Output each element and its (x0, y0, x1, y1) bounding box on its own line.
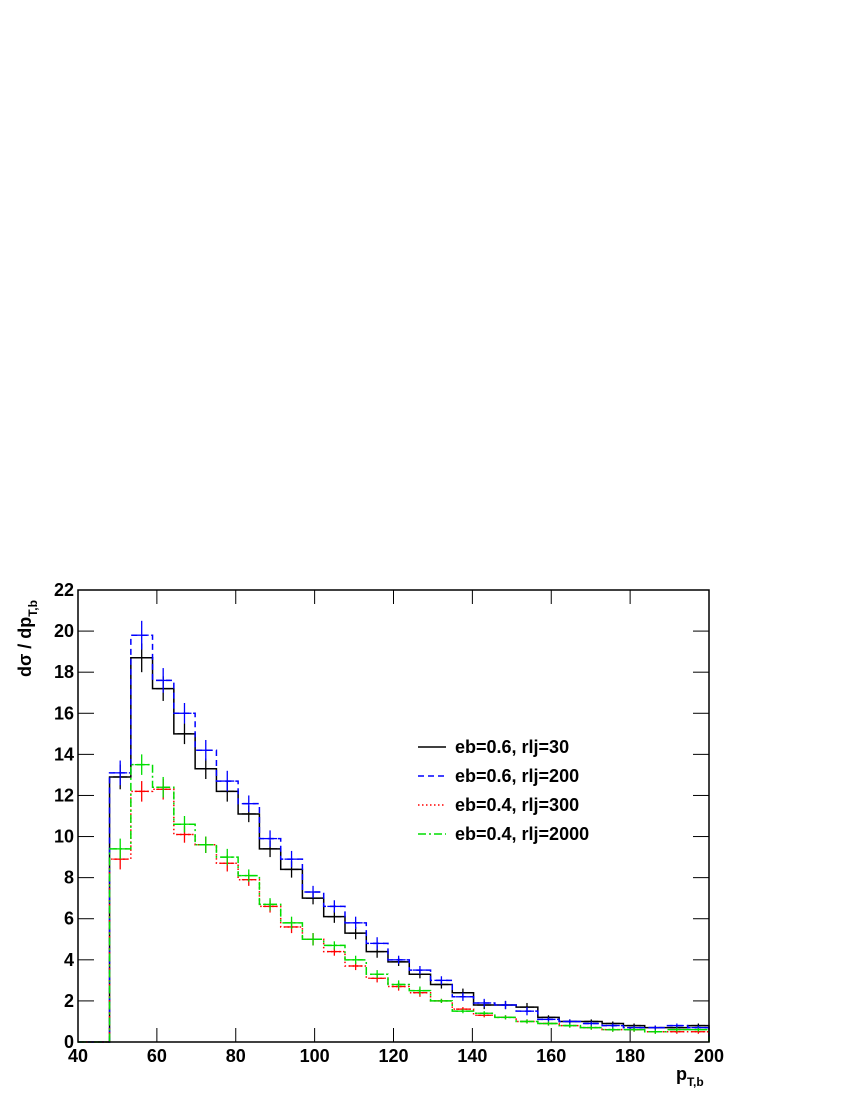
y-tick-label: 10 (54, 827, 74, 847)
error-cross (498, 1000, 513, 1010)
error-cross (348, 916, 363, 929)
error-cross (584, 1025, 599, 1030)
error-cross (434, 998, 449, 1003)
error-cross (156, 668, 171, 693)
y-tick-label: 14 (54, 744, 74, 764)
error-cross (605, 1027, 620, 1032)
x-tick-label: 100 (300, 1046, 330, 1066)
error-cross (198, 758, 213, 780)
error-cross (648, 1025, 663, 1030)
error-cross (455, 1009, 470, 1014)
error-cross (177, 816, 192, 833)
x-tick-label: 120 (378, 1046, 408, 1066)
x-tick-label: 60 (147, 1046, 167, 1066)
error-cross (241, 795, 256, 812)
error-cross (627, 1027, 642, 1032)
error-cross (306, 885, 321, 899)
legend-label: eb=0.4, rlj=2000 (455, 824, 589, 844)
error-cross (391, 980, 406, 989)
error-cross (306, 933, 321, 946)
error-cross (562, 1019, 577, 1024)
y-axis-title-sub: T,b (26, 600, 40, 617)
error-cross (541, 1017, 556, 1022)
error-cross (134, 620, 149, 650)
plot-frame (77, 589, 710, 1043)
x-axis-title: pT,b (676, 1064, 704, 1089)
error-cross (198, 836, 213, 853)
y-tick-label: 20 (54, 621, 74, 641)
x-tick-label: 180 (615, 1046, 645, 1066)
y-axis-title: dσ / dpT,b (15, 600, 40, 677)
y-tick-label: 4 (64, 950, 74, 970)
error-cross (605, 1023, 620, 1028)
error-cross (263, 830, 278, 847)
error-cross (669, 1027, 684, 1032)
error-cross (519, 1007, 534, 1016)
y-axis-title-main: dσ / dp (15, 617, 35, 677)
y-tick-label: 2 (64, 991, 74, 1011)
error-cross (241, 869, 256, 882)
error-cross (455, 992, 470, 1001)
error-cross (327, 941, 342, 950)
error-cross (327, 900, 342, 913)
error-cross (370, 937, 385, 950)
error-cross (477, 998, 492, 1008)
y-tick-label: 0 (64, 1032, 74, 1052)
y-tick-label: 16 (54, 703, 74, 723)
error-cross (584, 1021, 599, 1026)
error-cross (198, 739, 213, 761)
error-cross (220, 848, 235, 866)
error-cross (134, 781, 149, 802)
error-cross (498, 1015, 513, 1020)
error-cross (134, 754, 149, 775)
legend-label: eb=0.4, rlj=300 (455, 795, 579, 815)
error-cross (113, 760, 128, 786)
x-tick-label: 160 (536, 1046, 566, 1066)
y-tick-label: 8 (64, 868, 74, 888)
error-cross (113, 838, 128, 860)
y-tick-label: 18 (54, 662, 74, 682)
error-cross (370, 970, 385, 979)
histogram-line (78, 657, 710, 1043)
error-cross (648, 1029, 663, 1034)
error-cross (177, 723, 192, 745)
error-cross (391, 955, 406, 964)
error-cross (691, 1027, 706, 1032)
error-cross (348, 955, 363, 964)
error-cross (220, 770, 235, 792)
error-cross (177, 703, 192, 724)
y-tick-label: 22 (54, 580, 74, 600)
error-cross (434, 976, 449, 985)
x-axis-title-sub: T,b (687, 1075, 704, 1089)
legend-label: eb=0.6, rlj=200 (455, 766, 579, 786)
y-tick-label: 6 (64, 909, 74, 929)
legend-label: eb=0.6, rlj=30 (455, 737, 569, 757)
error-cross (477, 1011, 492, 1016)
y-tick-label: 12 (54, 785, 74, 805)
error-cross (263, 898, 278, 911)
error-cross (156, 776, 171, 798)
x-tick-label: 200 (694, 1046, 724, 1066)
error-cross (669, 1023, 684, 1028)
error-cross (562, 1023, 577, 1028)
error-cross (284, 916, 299, 929)
error-cross (519, 1019, 534, 1024)
error-cross (412, 986, 427, 995)
error-cross (412, 965, 427, 975)
x-tick-label: 40 (68, 1046, 88, 1066)
error-cross (284, 850, 299, 868)
error-cross (541, 1021, 556, 1026)
x-axis-title-main: p (676, 1064, 687, 1084)
x-tick-label: 80 (226, 1046, 246, 1066)
x-tick-label: 140 (457, 1046, 487, 1066)
